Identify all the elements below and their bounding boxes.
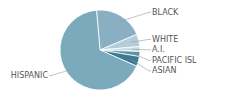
leader-line [132, 49, 151, 51]
slice-label: HISPANIC [11, 71, 49, 80]
labels: BLACK WHITEA.I. PACIFIC ISLASIAN HISPANIC [11, 8, 197, 80]
leader-line [49, 69, 74, 76]
leader-line [132, 53, 151, 60]
leader-lines [49, 12, 151, 75]
slice-label: A.I. [152, 45, 165, 54]
slice-label: BLACK [152, 8, 179, 17]
slices [60, 10, 140, 90]
slice-label: WHITE [152, 35, 178, 44]
slice-label: PACIFIC ISL [152, 56, 197, 65]
chart: BLACK WHITEA.I. PACIFIC ISLASIAN HISPANIC [0, 0, 240, 100]
slice-label: ASIAN [152, 66, 176, 75]
leader-line [131, 59, 151, 71]
leader-line [116, 12, 151, 22]
leader-line [131, 39, 151, 42]
pie-slice [60, 10, 137, 90]
